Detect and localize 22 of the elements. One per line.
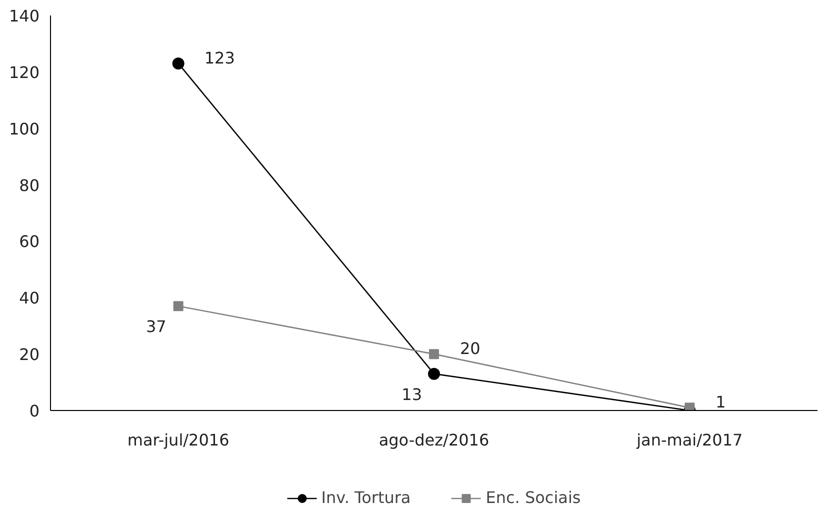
y-tick-label: 60	[19, 232, 40, 252]
x-tick-label: jan-mai/2017	[636, 430, 743, 450]
y-tick-label: 100	[8, 119, 40, 138]
x-tick-label: ago-dez/2016	[378, 430, 490, 450]
data-label: 13	[402, 384, 422, 404]
point	[428, 368, 440, 380]
y-tick-label: 80	[19, 176, 40, 195]
point	[429, 349, 439, 360]
legend-label: Inv. Tortura	[321, 488, 411, 507]
legend-label: Enc. Sociais	[486, 488, 581, 507]
x-tick-label: mar-jul/2016	[127, 430, 230, 450]
data-label: 37	[146, 317, 166, 336]
data-label: 1	[716, 392, 726, 412]
y-tick-label: 0	[29, 402, 40, 420]
y-tick-label: 40	[19, 288, 40, 308]
y-tick-label: 20	[19, 345, 40, 364]
point	[172, 57, 184, 70]
y-tick-label: 120	[8, 62, 40, 82]
point	[173, 301, 184, 312]
y-tick-label: 140	[8, 6, 40, 26]
data-label: 20	[460, 339, 480, 358]
data-label: 123	[204, 48, 235, 68]
